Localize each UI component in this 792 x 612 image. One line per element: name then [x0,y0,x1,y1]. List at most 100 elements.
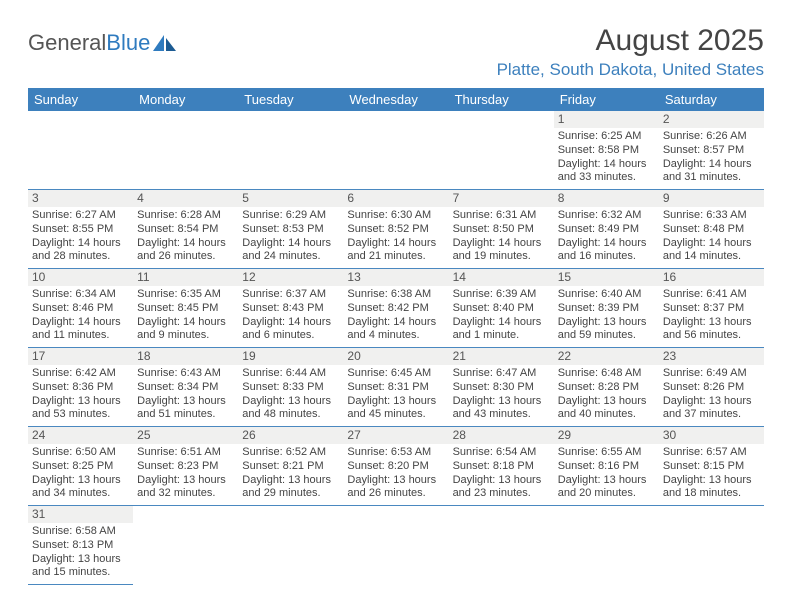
daylight-text: Daylight: 13 hours and 15 minutes. [32,553,129,581]
daylight-text: Daylight: 13 hours and 20 minutes. [558,474,655,502]
calendar-cell: 21Sunrise: 6:47 AMSunset: 8:30 PMDayligh… [449,348,554,427]
day-number: 5 [238,190,343,207]
sunset-text: Sunset: 8:23 PM [137,460,234,474]
daylight-text: Daylight: 13 hours and 34 minutes. [32,474,129,502]
sunrise-text: Sunrise: 6:27 AM [32,209,129,223]
sunset-text: Sunset: 8:36 PM [32,381,129,395]
sunset-text: Sunset: 8:57 PM [663,144,760,158]
calendar-cell-empty [343,111,448,190]
sunset-text: Sunset: 8:31 PM [347,381,444,395]
day-number: 30 [659,427,764,444]
calendar-cell-empty [133,506,238,585]
day-number: 16 [659,269,764,286]
calendar-table: SundayMondayTuesdayWednesdayThursdayFrid… [28,88,764,585]
daylight-text: Daylight: 13 hours and 37 minutes. [663,395,760,423]
day-body: Sunrise: 6:55 AMSunset: 8:16 PMDaylight:… [554,444,659,505]
sunrise-text: Sunrise: 6:28 AM [137,209,234,223]
day-body: Sunrise: 6:27 AMSunset: 8:55 PMDaylight:… [28,207,133,268]
calendar-cell: 16Sunrise: 6:41 AMSunset: 8:37 PMDayligh… [659,269,764,348]
sunset-text: Sunset: 8:54 PM [137,223,234,237]
sunset-text: Sunset: 8:26 PM [663,381,760,395]
day-body: Sunrise: 6:33 AMSunset: 8:48 PMDaylight:… [659,207,764,268]
daylight-text: Daylight: 13 hours and 48 minutes. [242,395,339,423]
day-body: Sunrise: 6:53 AMSunset: 8:20 PMDaylight:… [343,444,448,505]
sunset-text: Sunset: 8:34 PM [137,381,234,395]
sunset-text: Sunset: 8:20 PM [347,460,444,474]
calendar-cell: 14Sunrise: 6:39 AMSunset: 8:40 PMDayligh… [449,269,554,348]
day-body: Sunrise: 6:28 AMSunset: 8:54 PMDaylight:… [133,207,238,268]
daylight-text: Daylight: 13 hours and 40 minutes. [558,395,655,423]
day-body: Sunrise: 6:29 AMSunset: 8:53 PMDaylight:… [238,207,343,268]
daylight-text: Daylight: 14 hours and 33 minutes. [558,158,655,186]
daylight-text: Daylight: 14 hours and 9 minutes. [137,316,234,344]
day-number: 27 [343,427,448,444]
brand-text-2: Blue [106,30,150,56]
calendar-cell: 6Sunrise: 6:30 AMSunset: 8:52 PMDaylight… [343,190,448,269]
calendar-cell: 27Sunrise: 6:53 AMSunset: 8:20 PMDayligh… [343,427,448,506]
sunset-text: Sunset: 8:15 PM [663,460,760,474]
day-number: 23 [659,348,764,365]
day-body: Sunrise: 6:51 AMSunset: 8:23 PMDaylight:… [133,444,238,505]
sunset-text: Sunset: 8:49 PM [558,223,655,237]
sunrise-text: Sunrise: 6:44 AM [242,367,339,381]
day-number: 20 [343,348,448,365]
day-body: Sunrise: 6:44 AMSunset: 8:33 PMDaylight:… [238,365,343,426]
day-number: 8 [554,190,659,207]
daylight-text: Daylight: 13 hours and 56 minutes. [663,316,760,344]
sunrise-text: Sunrise: 6:33 AM [663,209,760,223]
sunrise-text: Sunrise: 6:47 AM [453,367,550,381]
calendar-cell: 2Sunrise: 6:26 AMSunset: 8:57 PMDaylight… [659,111,764,190]
daylight-text: Daylight: 14 hours and 31 minutes. [663,158,760,186]
calendar-row: 3Sunrise: 6:27 AMSunset: 8:55 PMDaylight… [28,190,764,269]
daylight-text: Daylight: 14 hours and 21 minutes. [347,237,444,265]
day-body: Sunrise: 6:58 AMSunset: 8:13 PMDaylight:… [28,523,133,584]
calendar-row: 17Sunrise: 6:42 AMSunset: 8:36 PMDayligh… [28,348,764,427]
sunset-text: Sunset: 8:50 PM [453,223,550,237]
calendar-cell: 11Sunrise: 6:35 AMSunset: 8:45 PMDayligh… [133,269,238,348]
calendar-row: 24Sunrise: 6:50 AMSunset: 8:25 PMDayligh… [28,427,764,506]
calendar-cell: 4Sunrise: 6:28 AMSunset: 8:54 PMDaylight… [133,190,238,269]
day-body: Sunrise: 6:32 AMSunset: 8:49 PMDaylight:… [554,207,659,268]
day-body: Sunrise: 6:43 AMSunset: 8:34 PMDaylight:… [133,365,238,426]
sunrise-text: Sunrise: 6:57 AM [663,446,760,460]
sunset-text: Sunset: 8:25 PM [32,460,129,474]
calendar-cell: 20Sunrise: 6:45 AMSunset: 8:31 PMDayligh… [343,348,448,427]
calendar-cell: 13Sunrise: 6:38 AMSunset: 8:42 PMDayligh… [343,269,448,348]
day-number: 17 [28,348,133,365]
calendar-row: 10Sunrise: 6:34 AMSunset: 8:46 PMDayligh… [28,269,764,348]
day-body: Sunrise: 6:30 AMSunset: 8:52 PMDaylight:… [343,207,448,268]
day-number: 2 [659,111,764,128]
daylight-text: Daylight: 14 hours and 6 minutes. [242,316,339,344]
day-body: Sunrise: 6:26 AMSunset: 8:57 PMDaylight:… [659,128,764,189]
sunset-text: Sunset: 8:55 PM [32,223,129,237]
day-body: Sunrise: 6:52 AMSunset: 8:21 PMDaylight:… [238,444,343,505]
calendar-cell: 10Sunrise: 6:34 AMSunset: 8:46 PMDayligh… [28,269,133,348]
calendar-cell: 19Sunrise: 6:44 AMSunset: 8:33 PMDayligh… [238,348,343,427]
calendar-cell-empty [238,111,343,190]
calendar-cell: 22Sunrise: 6:48 AMSunset: 8:28 PMDayligh… [554,348,659,427]
sunrise-text: Sunrise: 6:54 AM [453,446,550,460]
calendar-header-cell: Tuesday [238,88,343,111]
day-body: Sunrise: 6:42 AMSunset: 8:36 PMDaylight:… [28,365,133,426]
day-body: Sunrise: 6:34 AMSunset: 8:46 PMDaylight:… [28,286,133,347]
day-body: Sunrise: 6:40 AMSunset: 8:39 PMDaylight:… [554,286,659,347]
sunrise-text: Sunrise: 6:52 AM [242,446,339,460]
calendar-cell: 5Sunrise: 6:29 AMSunset: 8:53 PMDaylight… [238,190,343,269]
title-block: August 2025 Platte, South Dakota, United… [497,24,764,80]
day-number: 28 [449,427,554,444]
day-number: 18 [133,348,238,365]
sunset-text: Sunset: 8:13 PM [32,539,129,553]
daylight-text: Daylight: 14 hours and 11 minutes. [32,316,129,344]
sunrise-text: Sunrise: 6:58 AM [32,525,129,539]
brand-sail-icon [152,33,178,53]
calendar-cell: 3Sunrise: 6:27 AMSunset: 8:55 PMDaylight… [28,190,133,269]
calendar-cell: 1Sunrise: 6:25 AMSunset: 8:58 PMDaylight… [554,111,659,190]
sunset-text: Sunset: 8:46 PM [32,302,129,316]
daylight-text: Daylight: 13 hours and 59 minutes. [558,316,655,344]
daylight-text: Daylight: 13 hours and 26 minutes. [347,474,444,502]
day-body: Sunrise: 6:35 AMSunset: 8:45 PMDaylight:… [133,286,238,347]
calendar-header-cell: Wednesday [343,88,448,111]
day-number: 9 [659,190,764,207]
sunrise-text: Sunrise: 6:39 AM [453,288,550,302]
sunrise-text: Sunrise: 6:37 AM [242,288,339,302]
